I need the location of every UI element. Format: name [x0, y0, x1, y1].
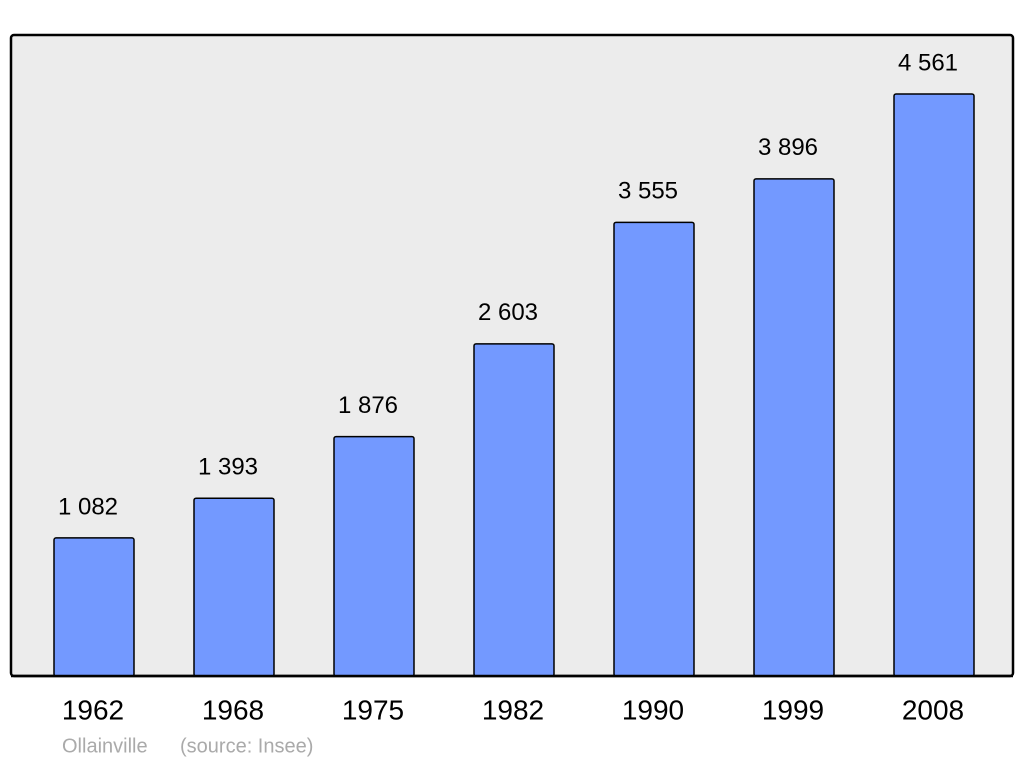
place-label: Ollainville — [62, 735, 148, 757]
bar — [893, 93, 975, 677]
value-label: 2 603 — [478, 299, 538, 326]
value-label: 1 876 — [338, 392, 398, 419]
x-tick-label: 1962 — [62, 694, 124, 725]
bar — [613, 221, 695, 677]
bar — [53, 537, 135, 677]
bar — [333, 435, 415, 677]
value-label: 3 896 — [758, 134, 818, 161]
value-label: 3 555 — [618, 178, 678, 205]
x-tick-label: 2008 — [902, 694, 964, 725]
source-label: (source: Insee) — [180, 735, 313, 757]
bar — [753, 178, 835, 677]
x-tick-label: 1990 — [622, 694, 684, 725]
value-label: 1 393 — [198, 454, 258, 481]
value-label: 1 082 — [58, 493, 118, 520]
x-tick-label: 1982 — [482, 694, 544, 725]
x-tick-label: 1975 — [342, 694, 404, 725]
x-tick-label: 1999 — [762, 694, 824, 725]
bar — [473, 343, 555, 677]
value-label: 4 561 — [898, 49, 958, 76]
x-tick-label: 1968 — [202, 694, 264, 725]
bar — [193, 497, 275, 677]
